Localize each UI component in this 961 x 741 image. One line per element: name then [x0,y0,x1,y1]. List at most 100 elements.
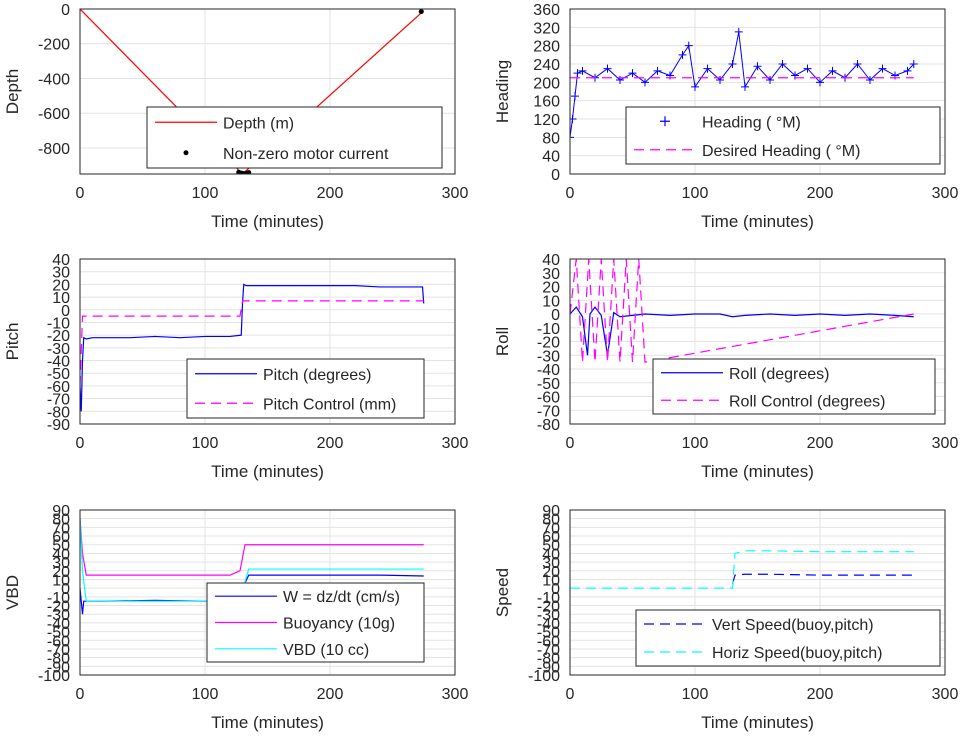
y-tick-label: -20 [537,335,560,352]
y-axis-label: Depth [3,69,22,114]
chart-panel: 0 100 200 3009080706050403020100-10-20-30-4… [493,503,958,732]
y-tick-label: 20 [52,564,70,581]
data-point [741,82,749,91]
chart-panel: 0 100 200 300403020100-10-20-30-40-50-60-70… [493,252,958,481]
legend: Heading ( °M) Desired Heading ( °M) [625,106,941,165]
y-tick-label: 30 [542,555,560,572]
y-tick-label: 10 [542,293,560,310]
axes-frame [569,8,946,175]
data-point [803,64,812,73]
x-tick-label: 300 [932,435,959,452]
y-tick-label: -30 [47,341,70,358]
y-tick-label: 20 [542,564,560,581]
x-axis-label: Time (minutes) [701,462,814,481]
y-tick-label: 30 [52,555,70,572]
legend-label: Horiz Speed(buoy,pitch) [712,645,882,662]
y-tick-label: 70 [542,520,560,537]
series-group [570,550,914,589]
y-axis-label: VBD [3,575,22,610]
x-tick-label: 200 [807,435,834,452]
y-tick-label: 80 [542,512,560,529]
legend: Roll (degrees) Roll Control (degrees) [652,358,936,415]
series-line [80,283,425,412]
axes-frame [79,258,456,425]
y-tick-label: -20 [47,599,70,616]
series-line [570,306,914,356]
y-tick-label: -20 [47,328,70,345]
y-tick-label: -800 [38,141,70,158]
y-tick-label: 0 [61,2,70,19]
y-tick-label: -400 [38,71,70,88]
x-tick-label: 300 [442,435,469,452]
y-tick-label: -50 [537,625,560,642]
y-tick-label: 40 [52,252,70,269]
data-point [603,64,612,73]
y-tick-label: -70 [47,392,70,409]
y-tick-label: 20 [52,277,70,294]
y-tick-label: 0 [551,581,560,598]
x-axis-label: Time (minutes) [211,462,324,481]
data-point [778,60,787,68]
data-point [816,78,824,87]
legend-label: Vert Speed(buoy,pitch) [712,617,874,634]
y-tick-label: -80 [537,417,560,434]
x-tick-label: 200 [317,435,344,452]
x-tick-label: 100 [192,686,219,703]
y-tick-label: 80 [52,512,70,529]
series-line [80,300,424,386]
x-tick-label: 100 [192,435,219,452]
y-tick-label: -60 [537,390,560,407]
y-tick-label: -30 [537,348,560,365]
legend-box [625,106,941,165]
data-point [728,60,737,68]
y-tick-label: -90 [47,659,70,676]
data-point [878,64,887,73]
legend-label: Heading ( °M) [702,114,801,131]
y-tick-label: 30 [52,265,70,282]
y-tick-label: 60 [52,529,70,546]
y-tick-label: -90 [47,417,70,434]
data-point [866,76,874,85]
legend-label: Depth (m) [223,115,294,132]
data-point [628,69,637,78]
x-tick-label: 300 [932,185,959,202]
x-tick-label: 100 [682,435,709,452]
data-point [853,60,862,68]
y-tick-label: -60 [47,379,70,396]
data-point [684,41,693,50]
x-tick-label: 300 [442,185,469,202]
x-tick-label: 200 [317,185,344,202]
y-tick-label: 90 [52,503,70,520]
y-tick-label: -40 [537,616,560,633]
y-tick-label: -20 [537,599,560,616]
y-tick-label: -10 [537,321,560,338]
x-tick-label: 100 [682,686,709,703]
y-tick-label: 10 [52,572,70,589]
data-point [734,27,743,36]
y-tick-label: -80 [47,404,70,421]
y-tick-label: -600 [38,106,70,123]
y-tick-label: -30 [537,607,560,624]
y-tick-label: 240 [533,57,560,74]
x-tick-label: 200 [807,686,834,703]
axes-frame [569,258,946,425]
y-tick-label: 0 [61,581,70,598]
chart-panel: 0 100 200 300 0 -200 -400 -600 -800 Time (minutes… [3,2,468,231]
y-tick-label: 50 [542,538,560,555]
y-tick-label: -70 [537,642,560,659]
legend: Depth (m) Non-zero motor current [146,106,443,169]
y-tick-label: -50 [537,376,560,393]
y-tick-label: 30 [542,266,560,283]
series-line [80,9,425,174]
legend-box [146,106,443,169]
y-tick-label: -100 [528,668,560,685]
y-tick-label: 70 [52,520,70,537]
data-point [570,115,577,123]
y-tick-label: 160 [533,94,560,111]
y-tick-label: -60 [47,633,70,650]
x-tick-label: 0 [76,185,85,202]
series-line [731,573,914,584]
legend: Vert Speed(buoy,pitch) Horiz Speed(buoy,p… [635,609,941,667]
y-tick-label: 280 [533,39,560,56]
x-tick-label: 100 [192,185,219,202]
